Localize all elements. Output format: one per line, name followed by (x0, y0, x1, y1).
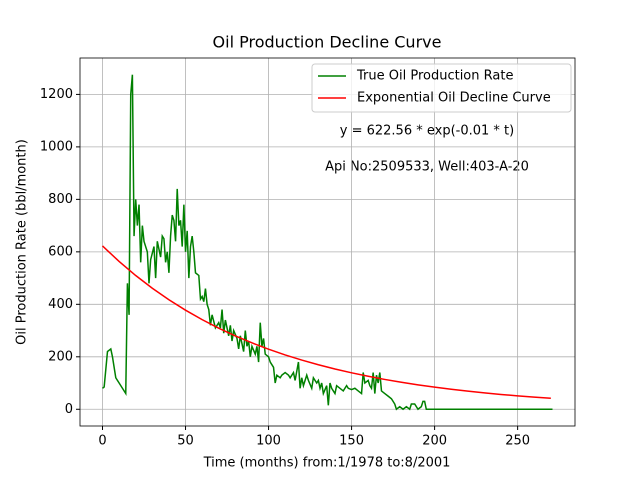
x-axis-label: Time (months) from:1/1978 to:8/2001 (203, 456, 451, 471)
y-tick-label: 1000 (40, 139, 73, 154)
y-axis-label: Oil Production Rate (bbl/month) (15, 139, 30, 345)
y-tick-label: 200 (48, 349, 73, 364)
data-line (101, 245, 551, 400)
x-tick-label: 150 (339, 434, 364, 449)
y-tick-label: 600 (48, 244, 73, 259)
legend-label: Exponential Oil Decline Curve (357, 91, 551, 106)
x-tick-label: 200 (422, 434, 447, 449)
plot-frame (79, 57, 576, 427)
legend-box (311, 63, 572, 113)
y-tick-label: 0 (65, 402, 73, 417)
chart-title: Oil Production Decline Curve (213, 33, 442, 52)
x-tick-label: 100 (256, 434, 281, 449)
data-line (102, 74, 553, 411)
y-tick-label: 1200 (40, 87, 73, 102)
annotation: y = 622.56 * exp(-0.01 * t) (340, 124, 514, 139)
x-tick-label: 250 (505, 434, 530, 449)
y-tick-label: 400 (48, 297, 73, 312)
x-tick-label: 50 (177, 434, 194, 449)
annotation: Api No:2509533, Well:403-A-20 (325, 160, 529, 175)
y-tick-label: 800 (48, 192, 73, 207)
x-tick-label: 0 (98, 434, 106, 449)
legend-label: True Oil Production Rate (356, 69, 513, 84)
